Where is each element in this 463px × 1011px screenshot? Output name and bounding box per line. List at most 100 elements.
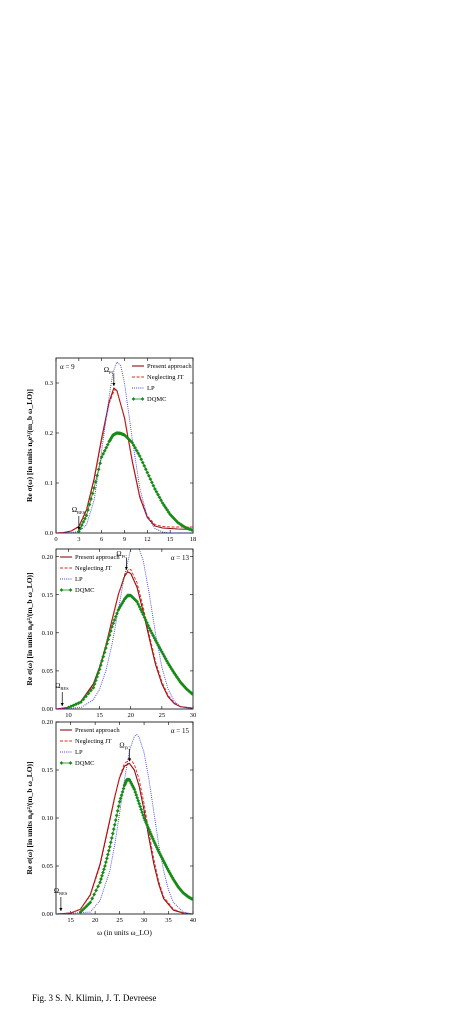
data-point-dqmc [98,663,103,668]
series-line-dqmc [80,779,193,913]
legend-label-dqmc: DQMC [75,760,95,767]
data-point-dqmc [120,789,125,794]
data-point-dqmc [137,801,142,806]
data-point-dqmc [158,853,163,858]
series-line-dqmc [68,595,193,708]
data-point-dqmc [151,483,156,488]
data-point-dqmc [145,823,149,827]
omega-res-arrowhead [77,527,81,530]
x-tick-label: 35 [165,917,172,924]
legend-label-dqmc: DQMC [147,396,167,403]
data-point-dqmc [112,618,117,622]
data-point-dqmc [136,798,141,803]
data-point-dqmc [90,491,95,496]
data-point-dqmc [137,454,142,458]
legend-label-neglecting-jt: Neglecting JT [75,738,112,745]
data-point-dqmc [173,673,178,677]
data-point-dqmc [169,667,174,672]
data-point-dqmc [115,611,119,616]
legend-marker-dqmc [59,761,64,765]
data-point-dqmc [92,892,97,897]
omega-fc-arrowhead [112,383,116,386]
omega-fc-label: ΩFC [116,550,127,559]
legend-marker-dqmc [59,588,64,592]
data-point-dqmc [133,790,138,794]
data-point-dqmc [131,443,136,448]
data-point-dqmc [125,436,130,440]
data-point-dqmc [100,658,104,663]
data-point-dqmc [160,501,165,505]
data-point-dqmc [141,813,145,818]
data-point-dqmc [159,649,164,654]
data-point-dqmc [110,831,115,836]
data-point-dqmc [179,888,184,893]
data-point-dqmc [95,674,99,679]
data-point-dqmc [139,807,144,812]
data-point-dqmc [142,816,146,820]
data-point-dqmc [118,796,123,801]
legend-label-lp: LP [75,749,83,756]
data-point-dqmc [83,694,88,699]
data-point-dqmc [91,685,96,690]
data-point-dqmc [135,795,140,800]
data-point-dqmc [117,799,122,804]
data-point-dqmc [181,683,185,687]
data-point-dqmc [147,626,152,631]
data-point-dqmc [170,875,175,880]
data-point-dqmc [108,840,113,845]
x-tick-label: 25 [159,712,166,719]
y-axis-label: Re σ(ω) [in units n₀e²/(m_b ω_LO)] [25,572,34,685]
data-point-dqmc [104,860,108,865]
data-point-dqmc [132,787,137,792]
data-point-dqmc [162,503,166,508]
data-point-dqmc [94,888,99,893]
data-point-dqmc [90,896,95,901]
omega-fc-label: ΩFC [104,366,115,375]
data-point-dqmc [133,446,138,450]
data-point-dqmc [124,434,128,439]
omega-fc-label: ΩFC [119,741,130,750]
chart-panel-3: 15 20 25 30 35 40 0.00 0.05 0.10 0.15 0.20 Re σ(ω) … [25,719,196,924]
x-tick-label: 15 [167,536,174,543]
series-line-present-approach [56,571,193,709]
data-point-dqmc [178,522,183,527]
data-point-dqmc [115,808,120,813]
data-point-dqmc [81,520,86,524]
data-point-dqmc [155,847,160,852]
data-point-dqmc [92,682,97,686]
data-point-dqmc [105,442,110,447]
data-point-dqmc [96,671,101,675]
data-point-dqmc [103,646,108,650]
data-point-dqmc [97,667,102,672]
y-axis-label: Re σ(ω) [in units n₀e²/(m_b ω_LO)] [25,761,34,874]
x-tick-label: 30 [141,917,148,924]
data-point-dqmc [82,906,87,911]
data-point-dqmc [88,900,93,905]
x-axis-label: ω (in units ω_LO) [97,928,152,937]
data-point-dqmc [136,451,141,456]
omega-res-label: ΩRES [55,682,69,691]
omega-res-label: ΩRES [54,887,68,896]
data-point-dqmc [159,498,163,503]
data-point-dqmc [130,783,135,788]
x-tick-label: 9 [123,536,126,543]
plot-frame [55,548,194,710]
x-tick-label: 3 [77,536,80,543]
data-point-dqmc [140,610,144,614]
data-point-dqmc [140,810,145,815]
data-point-dqmc [86,691,91,696]
y-tick-label: 0.05 [42,668,53,675]
data-point-dqmc [99,877,103,881]
data-point-dqmc [136,602,141,607]
data-point-dqmc [116,804,121,809]
data-point-dqmc [137,604,142,609]
data-point-dqmc [188,527,192,532]
omega-fc-arrowhead [127,758,131,762]
data-point-dqmc [96,467,101,472]
data-point-dqmc [156,492,160,497]
x-tick-label: 15 [67,917,74,924]
data-point-dqmc [88,688,93,693]
data-point-dqmc [86,902,91,907]
y-tick-label: 0.1 [45,480,53,487]
data-point-dqmc [127,777,132,782]
